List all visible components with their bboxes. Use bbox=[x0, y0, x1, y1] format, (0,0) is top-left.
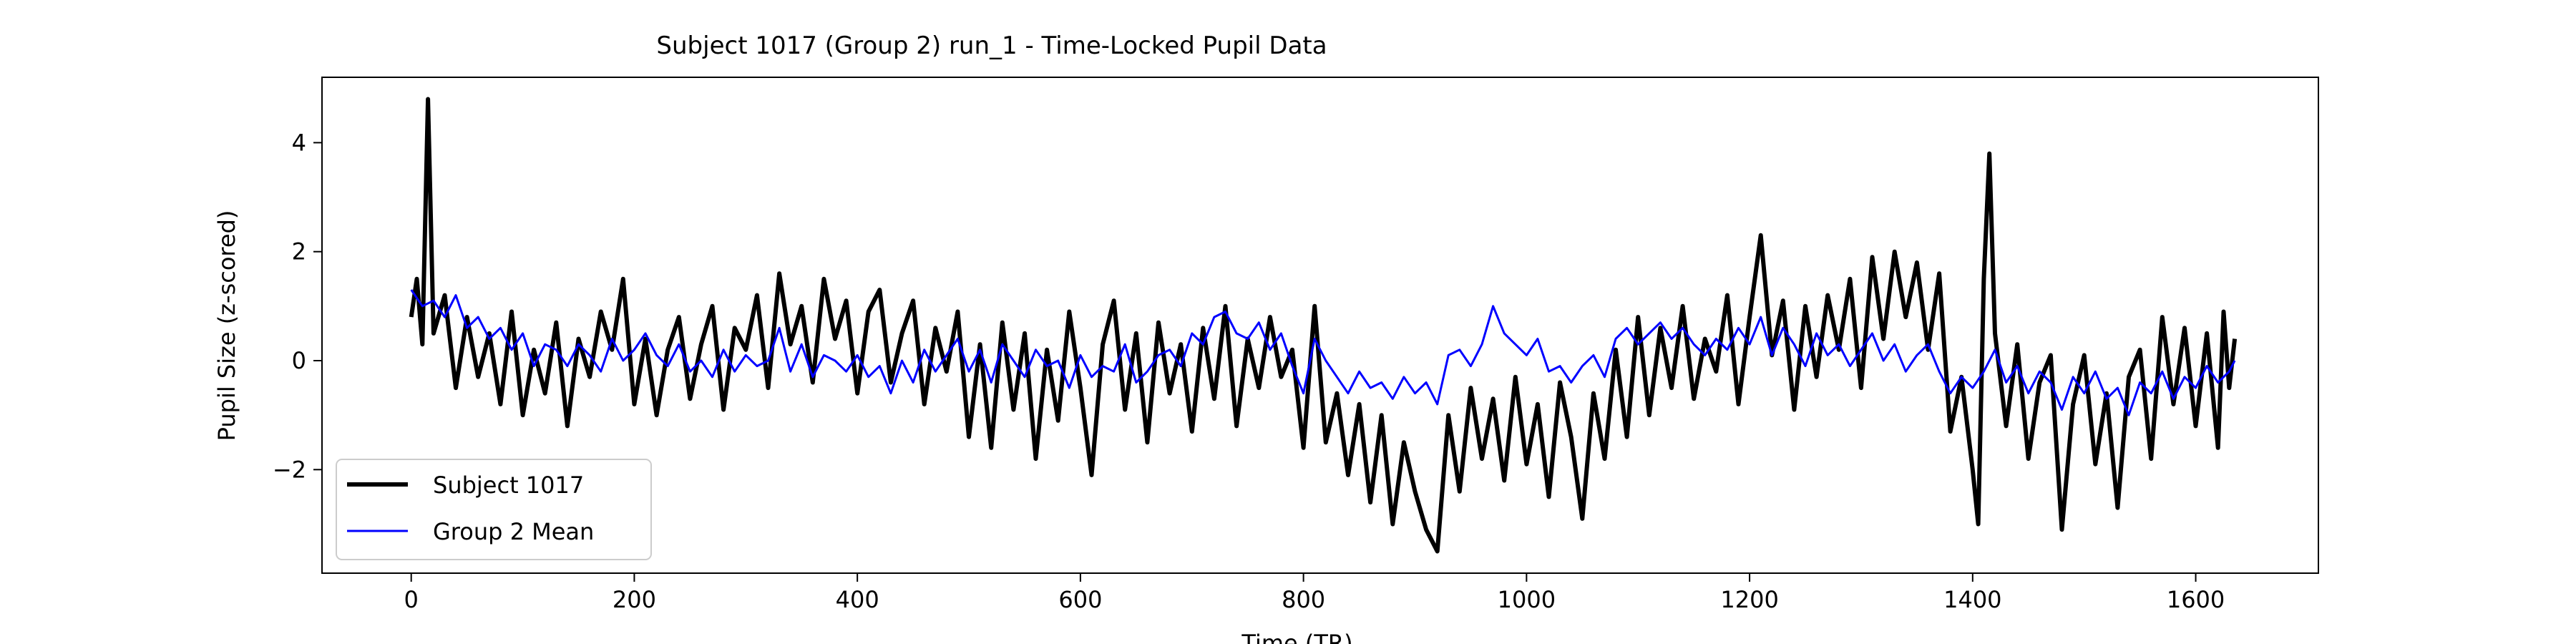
x-tick-label: 600 bbox=[1058, 586, 1102, 613]
x-tick-label: 0 bbox=[404, 586, 419, 613]
plot-frame bbox=[321, 77, 2319, 574]
x-tick-label: 1600 bbox=[2167, 586, 2225, 613]
x-tick-label: 400 bbox=[836, 586, 879, 613]
legend-label-group-mean: Group 2 Mean bbox=[433, 518, 594, 545]
y-tick-label: 4 bbox=[292, 129, 306, 156]
plot-area bbox=[321, 77, 2319, 574]
chart-title: Subject 1017 (Group 2) run_1 - Time-Lock… bbox=[656, 31, 1327, 60]
legend: Subject 1017 Group 2 Mean bbox=[336, 459, 652, 560]
series-line-1 bbox=[410, 289, 2236, 416]
y-axis-label: Pupil Size (z-scored) bbox=[213, 210, 240, 441]
y-tick-label: 2 bbox=[292, 238, 306, 265]
plot-background bbox=[322, 77, 2318, 573]
x-axis-label: Time (TR) bbox=[1241, 630, 1352, 644]
legend-box bbox=[336, 459, 652, 560]
y-axis-ticks: −2 0 2 4 bbox=[273, 129, 322, 483]
x-tick-label: 1000 bbox=[1498, 586, 1556, 613]
legend-label-subject: Subject 1017 bbox=[433, 472, 584, 499]
y-tick-label: 0 bbox=[292, 347, 306, 374]
x-tick-label: 1200 bbox=[1720, 586, 1778, 613]
series-layer bbox=[409, 97, 2238, 554]
x-tick-label: 800 bbox=[1282, 586, 1325, 613]
y-tick-label: −2 bbox=[273, 456, 306, 483]
x-axis-ticks: 0 200 400 600 800 1000 1200 1400 1600 bbox=[404, 573, 2225, 613]
x-tick-label: 200 bbox=[613, 586, 656, 613]
series-line-0 bbox=[409, 97, 2238, 554]
x-tick-label: 1400 bbox=[1943, 586, 2001, 613]
